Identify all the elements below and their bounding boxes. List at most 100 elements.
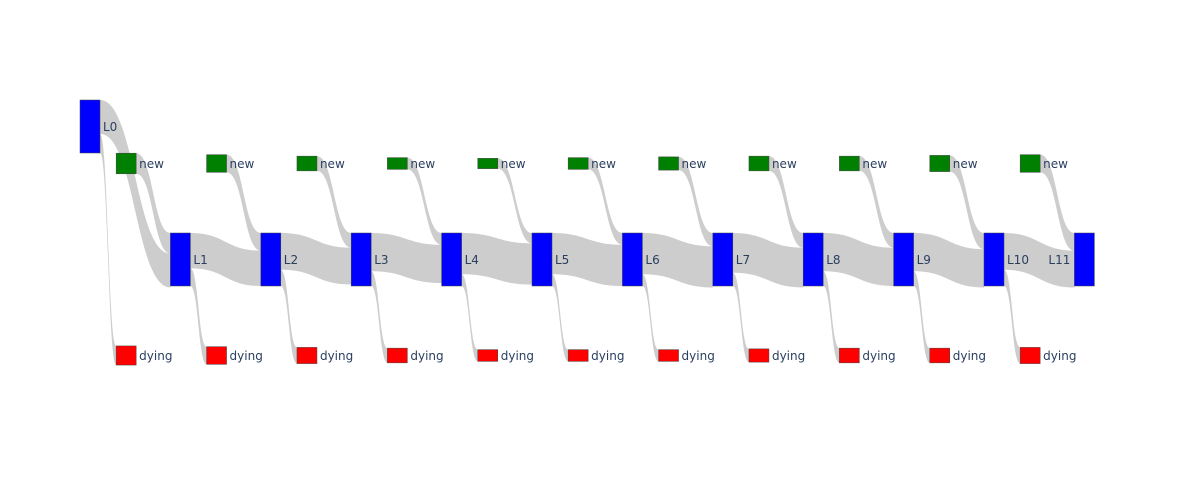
link-N2-to-L2[interactable] bbox=[226, 154, 261, 251]
node-L11[interactable] bbox=[1074, 232, 1095, 287]
link-N3-to-L3[interactable] bbox=[316, 156, 352, 248]
link-L10-to-D11[interactable] bbox=[1004, 269, 1021, 364]
node-N2[interactable] bbox=[206, 154, 227, 173]
node-L6[interactable] bbox=[622, 232, 643, 287]
node-label-L11: L11 bbox=[1048, 253, 1070, 267]
node-label-N3: new bbox=[320, 157, 345, 171]
node-D8[interactable] bbox=[748, 348, 770, 363]
link-L3-to-L4[interactable] bbox=[371, 233, 442, 284]
node-L1[interactable] bbox=[170, 232, 191, 287]
node-D10[interactable] bbox=[929, 347, 951, 364]
node-N6[interactable] bbox=[567, 157, 589, 170]
link-L1-to-D2[interactable] bbox=[190, 268, 207, 365]
node-label-L8: L8 bbox=[826, 253, 840, 267]
node-label-L6: L6 bbox=[645, 253, 659, 267]
link-L1-to-L2[interactable] bbox=[190, 233, 261, 286]
link-N1-to-L1[interactable] bbox=[136, 153, 171, 254]
node-L8[interactable] bbox=[802, 232, 824, 287]
node-label-L9: L9 bbox=[917, 253, 931, 267]
node-label-L10: L10 bbox=[1007, 253, 1029, 267]
link-L7-to-D8[interactable] bbox=[732, 272, 749, 363]
node-D11[interactable] bbox=[1019, 347, 1041, 364]
node-D2[interactable] bbox=[206, 346, 227, 365]
node-L10[interactable] bbox=[983, 232, 1005, 287]
node-label-D4: dying bbox=[410, 349, 443, 363]
node-label-N10: new bbox=[953, 157, 978, 171]
node-D3[interactable] bbox=[296, 347, 318, 364]
node-label-N5: new bbox=[501, 157, 526, 171]
link-N4-to-L4[interactable] bbox=[407, 157, 442, 245]
node-label-L7: L7 bbox=[736, 253, 750, 267]
link-L4-to-D5[interactable] bbox=[461, 274, 478, 362]
node-N7[interactable] bbox=[658, 156, 679, 171]
node-label-N8: new bbox=[772, 157, 797, 171]
link-L10-to-L11[interactable] bbox=[1004, 233, 1075, 288]
node-label-D8: dying bbox=[772, 349, 805, 363]
link-L0-to-D1[interactable] bbox=[100, 133, 117, 366]
nodes-layer bbox=[79, 99, 1095, 366]
link-L6-to-D7[interactable] bbox=[642, 274, 659, 362]
link-N10-to-L10[interactable] bbox=[949, 155, 984, 250]
link-L9-to-D10[interactable] bbox=[913, 271, 930, 363]
node-label-D7: dying bbox=[682, 349, 715, 363]
node-label-D9: dying bbox=[862, 349, 895, 363]
node-N3[interactable] bbox=[296, 155, 318, 172]
link-L7-to-L8[interactable] bbox=[732, 233, 804, 288]
node-L2[interactable] bbox=[260, 232, 282, 287]
labels-layer: L0 L1 L2 L3 L4 L5 L6 L7 L8 L9 L10 L11 new new new new ne… bbox=[103, 120, 1076, 363]
links-layer bbox=[100, 100, 1075, 366]
node-N11[interactable] bbox=[1019, 154, 1041, 173]
link-L5-to-L6[interactable] bbox=[552, 233, 623, 286]
node-D4[interactable] bbox=[387, 347, 408, 364]
node-N9[interactable] bbox=[839, 155, 860, 172]
link-L3-to-D4[interactable] bbox=[371, 271, 388, 363]
link-L6-to-L7[interactable] bbox=[642, 233, 713, 288]
link-L5-to-D6[interactable] bbox=[552, 274, 569, 362]
node-label-D11: dying bbox=[1043, 349, 1076, 363]
node-N4[interactable] bbox=[387, 157, 408, 170]
node-D9[interactable] bbox=[839, 347, 860, 364]
node-label-D5: dying bbox=[501, 349, 534, 363]
link-L9-to-L10[interactable] bbox=[913, 233, 984, 288]
node-label-L5: L5 bbox=[555, 253, 569, 267]
node-L7[interactable] bbox=[712, 232, 734, 287]
link-L2-to-L3[interactable] bbox=[280, 233, 352, 285]
node-label-N2: new bbox=[230, 157, 255, 171]
node-D7[interactable] bbox=[658, 349, 679, 362]
node-L0[interactable] bbox=[79, 99, 101, 154]
link-N8-to-L8[interactable] bbox=[768, 156, 804, 248]
node-D1[interactable] bbox=[115, 345, 137, 366]
node-L3[interactable] bbox=[350, 232, 372, 287]
node-N5[interactable] bbox=[477, 158, 499, 169]
link-L2-to-D3[interactable] bbox=[280, 269, 297, 364]
node-N10[interactable] bbox=[929, 155, 951, 172]
node-label-L0: L0 bbox=[103, 120, 117, 134]
node-label-D6: dying bbox=[591, 349, 624, 363]
node-label-D10: dying bbox=[953, 349, 986, 363]
node-L9[interactable] bbox=[893, 232, 914, 287]
node-label-N11: new bbox=[1043, 157, 1068, 171]
node-label-L2: L2 bbox=[284, 253, 298, 267]
link-N5-to-L5[interactable] bbox=[497, 158, 532, 244]
link-N9-to-L9[interactable] bbox=[859, 156, 894, 248]
node-L4[interactable] bbox=[441, 232, 462, 287]
link-L4-to-L5[interactable] bbox=[461, 233, 532, 285]
link-N7-to-L7[interactable] bbox=[678, 156, 713, 247]
link-N6-to-L6[interactable] bbox=[588, 157, 623, 245]
link-L8-to-D9[interactable] bbox=[823, 271, 840, 363]
node-D5[interactable] bbox=[477, 349, 499, 362]
node-D6[interactable] bbox=[567, 349, 589, 362]
node-N8[interactable] bbox=[748, 155, 770, 172]
node-label-N6: new bbox=[591, 157, 616, 171]
node-label-L4: L4 bbox=[465, 253, 479, 267]
node-label-N4: new bbox=[410, 157, 435, 171]
node-N1[interactable] bbox=[115, 152, 137, 175]
node-label-L3: L3 bbox=[374, 253, 388, 267]
node-L5[interactable] bbox=[531, 232, 553, 287]
link-L8-to-L9[interactable] bbox=[823, 233, 894, 286]
node-label-D2: dying bbox=[230, 349, 263, 363]
link-N11-to-L11[interactable] bbox=[1040, 154, 1075, 251]
link-L0-to-L1[interactable] bbox=[100, 100, 171, 288]
